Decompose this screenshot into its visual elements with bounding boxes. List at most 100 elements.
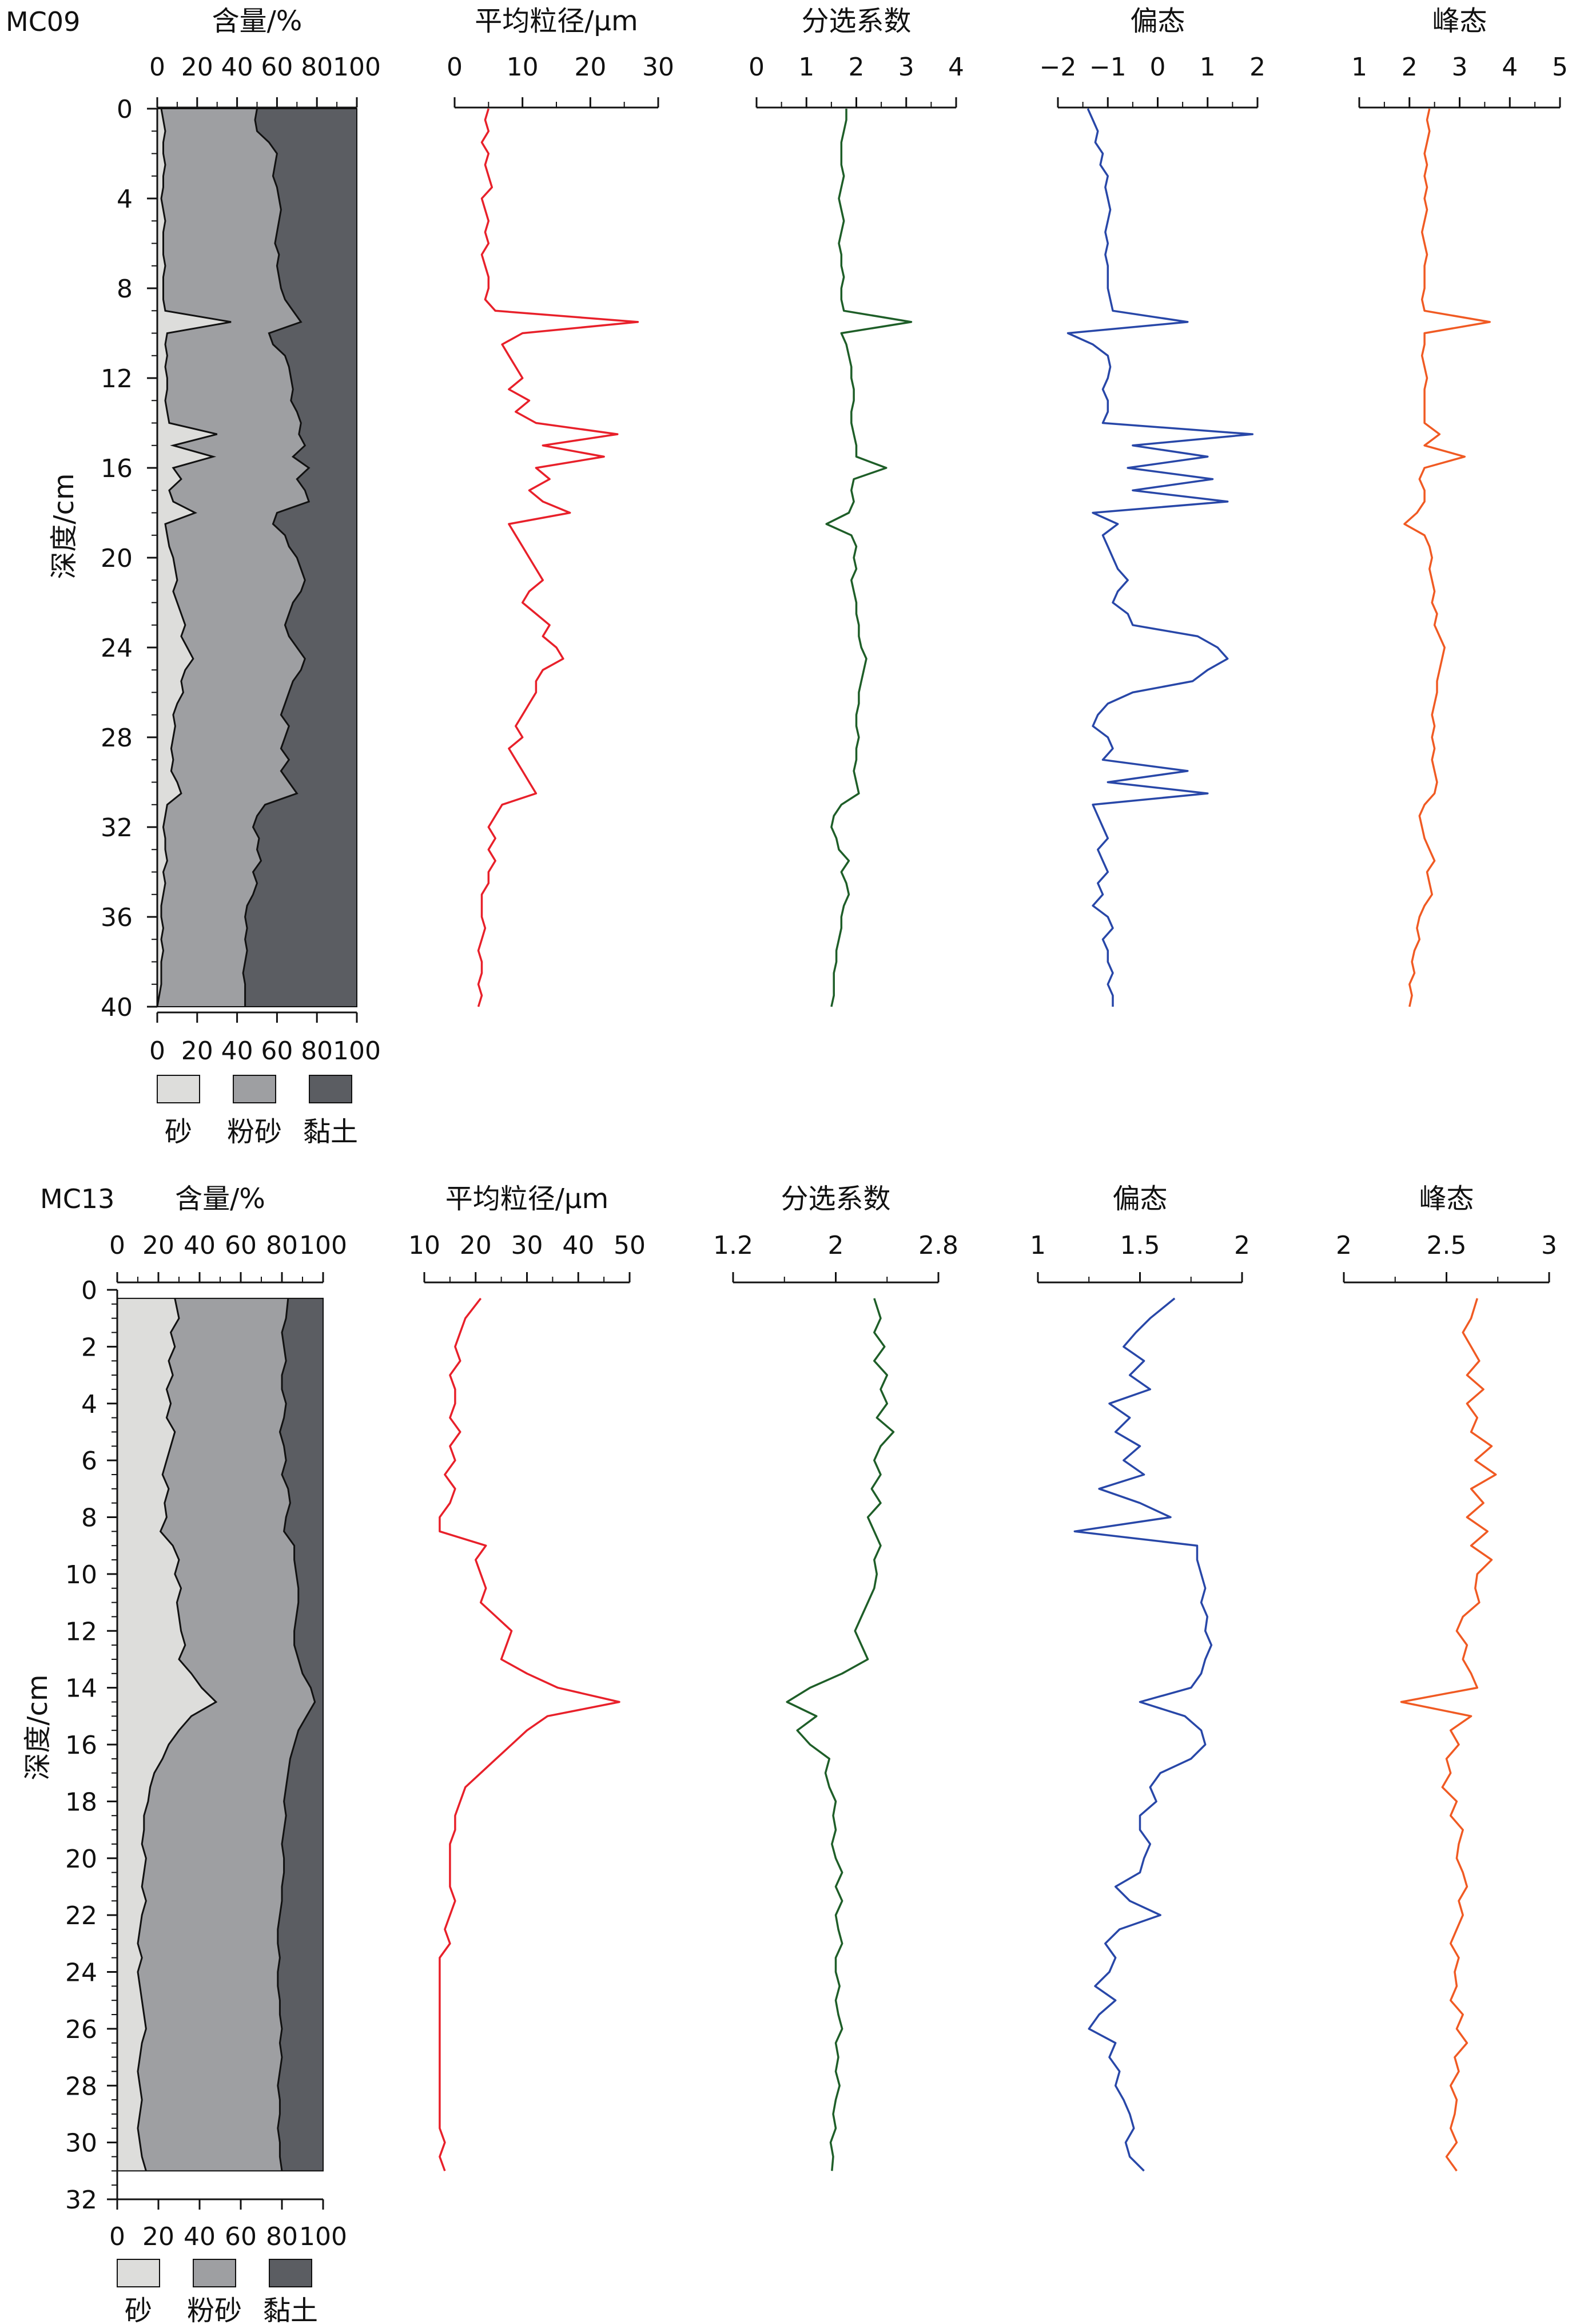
top-tick-label: 80: [266, 1231, 298, 1260]
depth-tick-label: 2: [81, 1333, 97, 1362]
legend-label: 砂: [165, 1116, 192, 1148]
top-tick-label: 30: [642, 53, 674, 82]
legend-label: 黏土: [303, 1116, 358, 1148]
top-tick-label: 20: [574, 53, 606, 82]
top-tick-label: 0: [109, 1231, 125, 1260]
clay-area: [277, 1298, 323, 2171]
legend-label: 砂: [125, 2295, 152, 2324]
series-line-sort: [825, 109, 913, 1007]
top-tick-label: 2: [1402, 53, 1418, 82]
series-line-skew: [1066, 108, 1254, 1007]
depth-tick-label: 22: [65, 1901, 97, 1930]
core-label: MC09: [6, 6, 80, 37]
depth-tick-label: 40: [101, 993, 133, 1022]
top-tick-label: 3: [898, 53, 914, 82]
top-tick-label: 40: [221, 53, 253, 82]
panel-title: 峰态: [1419, 1183, 1474, 1215]
panel-title: 峰态: [1432, 5, 1487, 37]
depth-tick-label: 32: [101, 813, 133, 843]
bottom-tick-label: 80: [266, 2222, 298, 2251]
legend: 砂 粉砂 黏土: [117, 2259, 318, 2324]
depth-axis-title: 深度/cm: [22, 1674, 54, 1780]
depth-tick-label: 14: [65, 1674, 97, 1703]
depth-tick-label: 18: [65, 1787, 97, 1817]
bottom-tick-label: 60: [225, 2222, 257, 2251]
bottom-tick-label: 100: [333, 1036, 381, 1066]
top-tick-label: 60: [225, 1231, 257, 1260]
depth-tick-label: 28: [101, 724, 133, 753]
top-tick-label: 20: [142, 1231, 174, 1260]
panel-title: 偏态: [1112, 1183, 1167, 1215]
top-tick-label: 40: [184, 1231, 216, 1260]
top-tick-label: 1.5: [1120, 1231, 1160, 1260]
depth-tick-label: 4: [81, 1390, 97, 1419]
panel-sort: 分选系数 0 1 2 3 4: [749, 5, 964, 1007]
top-tick-label: 0: [447, 53, 463, 82]
top-tick-label: 60: [261, 53, 293, 82]
legend-label: 粉砂: [227, 1116, 282, 1148]
series-line-skew: [1073, 1297, 1213, 2172]
sand-silt-boundary: [156, 108, 232, 1007]
legend-swatch: [309, 1075, 352, 1103]
series-line-mz: [477, 108, 639, 1007]
top-tick-label: 4: [1502, 53, 1518, 82]
core-label: MC13: [40, 1183, 114, 1214]
top-tick-label: 2.5: [1427, 1231, 1467, 1260]
bottom-tick-label: 0: [109, 2222, 125, 2251]
top-tick-label: 1: [1200, 53, 1216, 82]
top-tick-label: 10: [507, 53, 539, 82]
panel-kurt: 峰态 1 2 3 4 5: [1351, 5, 1568, 1007]
panel-title: 平均粒径/μm: [475, 5, 638, 37]
top-tick-label: 100: [299, 1231, 347, 1260]
top-tick-label: 30: [511, 1231, 543, 1260]
top-tick-label: 2: [1234, 1231, 1250, 1260]
panel-title: 分选系数: [801, 5, 911, 37]
depth-tick-label: 10: [65, 1560, 97, 1590]
bottom-tick-label: 40: [184, 2222, 216, 2251]
top-tick-label: 3: [1541, 1231, 1557, 1260]
top-tick-label: 1: [798, 53, 814, 82]
bottom-tick-label: 0: [149, 1036, 165, 1066]
panel-title: 含量/%: [175, 1183, 265, 1215]
top-tick-label: 0: [149, 53, 165, 82]
legend-swatch: [193, 2259, 236, 2287]
top-tick-label: 4: [948, 53, 964, 82]
panel-kurt: 峰态 2 2.5 3: [1336, 1183, 1557, 2172]
depth-tick-label: 12: [101, 364, 133, 394]
top-tick-label: −1: [1089, 53, 1127, 82]
top-tick-label: 2: [828, 1231, 844, 1260]
panel-skew: 偏态 1 1.5 2: [1030, 1183, 1250, 2172]
panel-mz: 平均粒径/μm 0 10 20 30: [447, 5, 674, 1007]
top-tick-label: 80: [301, 53, 333, 82]
bottom-tick-label: 60: [261, 1036, 293, 1066]
top-tick-label: 2.8: [918, 1231, 958, 1260]
depth-tick-label: 30: [65, 2129, 97, 2158]
depth-tick-label: 16: [101, 454, 133, 483]
top-tick-label: 1: [1030, 1231, 1046, 1260]
top-tick-label: 0: [1150, 53, 1166, 82]
depth-tick-label: 0: [117, 95, 133, 124]
depth-tick-label: 24: [101, 634, 133, 663]
panel-skew: 偏态 −2 −1 0 1 2: [1040, 5, 1265, 1007]
top-tick-label: 10: [408, 1231, 440, 1260]
sand-silt-boundary: [137, 1298, 218, 2171]
depth-tick-label: 20: [101, 544, 133, 573]
top-tick-label: 2: [849, 53, 865, 82]
series-line-mz: [439, 1297, 620, 2171]
panel-title: 平均粒径/μm: [445, 1183, 608, 1215]
top-tick-label: 20: [181, 53, 213, 82]
depth-tick-label: 16: [65, 1731, 97, 1760]
depth-tick-label: 32: [65, 2186, 97, 2215]
depth-tick-label: 12: [65, 1617, 97, 1646]
depth-tick-label: 0: [81, 1276, 97, 1305]
silt-clay-boundary: [277, 1298, 316, 2171]
top-tick-label: 100: [333, 53, 381, 82]
depth-tick-label: 8: [117, 275, 133, 304]
sand-area: [157, 109, 232, 1007]
depth-tick-label: 20: [65, 1845, 97, 1874]
depth-tick-label: 26: [65, 2015, 97, 2044]
legend-swatch: [233, 1075, 276, 1103]
